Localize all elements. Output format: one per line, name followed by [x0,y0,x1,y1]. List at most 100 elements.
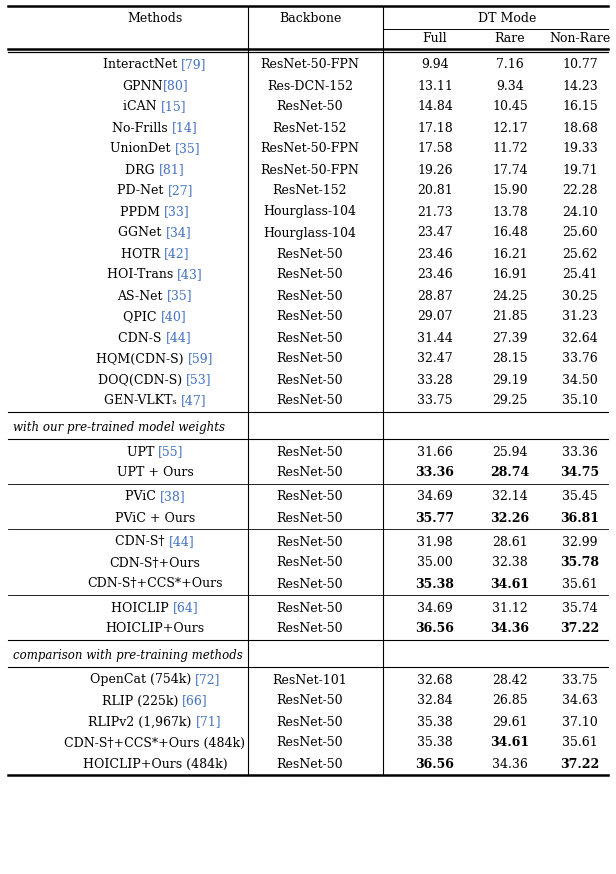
Text: 33.36: 33.36 [562,446,598,459]
Text: ResNet-101: ResNet-101 [273,674,347,686]
Text: [40]: [40] [161,310,187,323]
Text: ResNet-50: ResNet-50 [277,310,343,323]
Text: HOICLIP: HOICLIP [111,601,173,614]
Text: ResNet-50: ResNet-50 [277,289,343,302]
Text: ResNet-50: ResNet-50 [277,268,343,281]
Text: InteractNet: InteractNet [103,59,181,72]
Text: 35.00: 35.00 [417,557,453,570]
Text: 18.68: 18.68 [562,121,598,135]
Text: ResNet-50: ResNet-50 [277,536,343,549]
Text: 12.17: 12.17 [492,121,528,135]
Text: 26.85: 26.85 [492,695,528,707]
Text: 32.47: 32.47 [417,352,453,365]
Text: 25.94: 25.94 [492,446,528,459]
Text: [80]: [80] [163,80,188,93]
Text: [14]: [14] [172,121,198,135]
Text: 20.81: 20.81 [417,184,453,198]
Text: 10.45: 10.45 [492,101,528,114]
Text: ResNet-50: ResNet-50 [277,352,343,365]
Text: ResNet-50: ResNet-50 [277,394,343,407]
Text: 31.12: 31.12 [492,601,528,614]
Text: [81]: [81] [159,163,185,177]
Text: 22.28: 22.28 [562,184,598,198]
Text: 25.62: 25.62 [562,247,598,260]
Text: iCAN: iCAN [123,101,161,114]
Text: 32.68: 32.68 [417,674,453,686]
Text: 32.64: 32.64 [562,331,598,344]
Text: ResNet-50: ResNet-50 [277,446,343,459]
Text: PD-Net: PD-Net [117,184,168,198]
Text: ResNet-50: ResNet-50 [277,373,343,386]
Text: 28.74: 28.74 [490,467,530,480]
Text: [55]: [55] [158,446,184,459]
Text: 29.07: 29.07 [417,310,453,323]
Text: 34.69: 34.69 [417,490,453,503]
Text: [35]: [35] [167,289,193,302]
Text: 32.26: 32.26 [490,511,530,524]
Text: UnionDet: UnionDet [110,142,174,156]
Text: 21.85: 21.85 [492,310,528,323]
Text: [35]: [35] [174,142,200,156]
Text: 19.33: 19.33 [562,142,598,156]
Text: UPT + Ours: UPT + Ours [116,467,193,480]
Text: 27.39: 27.39 [492,331,528,344]
Text: Non-Rare: Non-Rare [549,32,610,45]
Text: [59]: [59] [188,352,214,365]
Text: 28.15: 28.15 [492,352,528,365]
Text: 31.66: 31.66 [417,446,453,459]
Text: 28.42: 28.42 [492,674,528,686]
Text: 7.16: 7.16 [496,59,524,72]
Text: ResNet-152: ResNet-152 [273,121,347,135]
Text: 21.73: 21.73 [417,205,453,218]
Text: Methods: Methods [128,11,182,24]
Text: 35.77: 35.77 [415,511,455,524]
Text: GGNet: GGNet [118,226,166,239]
Text: 14.84: 14.84 [417,101,453,114]
Text: 16.15: 16.15 [562,101,598,114]
Text: 29.61: 29.61 [492,716,528,729]
Text: DT Mode: DT Mode [478,11,536,24]
Text: 23.46: 23.46 [417,247,453,260]
Text: ResNet-152: ResNet-152 [273,184,347,198]
Text: Res-DCN-152: Res-DCN-152 [267,80,353,93]
Text: CDN-S†+CCS*+Ours: CDN-S†+CCS*+Ours [87,578,223,591]
Text: 16.48: 16.48 [492,226,528,239]
Text: 36.81: 36.81 [561,511,599,524]
Text: 28.61: 28.61 [492,536,528,549]
Text: 32.99: 32.99 [562,536,598,549]
Text: 19.26: 19.26 [417,163,453,177]
Text: 34.69: 34.69 [417,601,453,614]
Text: with our pre-trained model weights: with our pre-trained model weights [13,420,225,434]
Text: PViC + Ours: PViC + Ours [115,511,195,524]
Text: 36.56: 36.56 [416,622,455,635]
Text: ResNet-50: ResNet-50 [277,622,343,635]
Text: 36.56: 36.56 [416,758,455,771]
Text: 28.87: 28.87 [417,289,453,302]
Text: 34.75: 34.75 [561,467,599,480]
Text: 35.74: 35.74 [562,601,598,614]
Text: HOI-Trans: HOI-Trans [107,268,177,281]
Text: 37.10: 37.10 [562,716,598,729]
Text: 34.63: 34.63 [562,695,598,707]
Text: 34.61: 34.61 [490,578,530,591]
Text: [71]: [71] [196,716,222,729]
Text: 17.18: 17.18 [417,121,453,135]
Text: 14.23: 14.23 [562,80,598,93]
Text: ResNet-50: ResNet-50 [277,247,343,260]
Text: ResNet-50: ResNet-50 [277,557,343,570]
Text: 29.19: 29.19 [492,373,528,386]
Text: 13.11: 13.11 [417,80,453,93]
Text: HQM(CDN-S): HQM(CDN-S) [97,352,188,365]
Text: PPDM: PPDM [120,205,164,218]
Text: 37.22: 37.22 [561,758,599,771]
Text: 9.94: 9.94 [421,59,449,72]
Text: [33]: [33] [164,205,190,218]
Text: 34.36: 34.36 [490,622,530,635]
Text: ResNet-50: ResNet-50 [277,467,343,480]
Text: DOQ(CDN-S): DOQ(CDN-S) [98,373,186,386]
Text: 17.74: 17.74 [492,163,528,177]
Text: 17.58: 17.58 [417,142,453,156]
Text: ResNet-50: ResNet-50 [277,578,343,591]
Text: 31.23: 31.23 [562,310,598,323]
Text: PViC: PViC [124,490,160,503]
